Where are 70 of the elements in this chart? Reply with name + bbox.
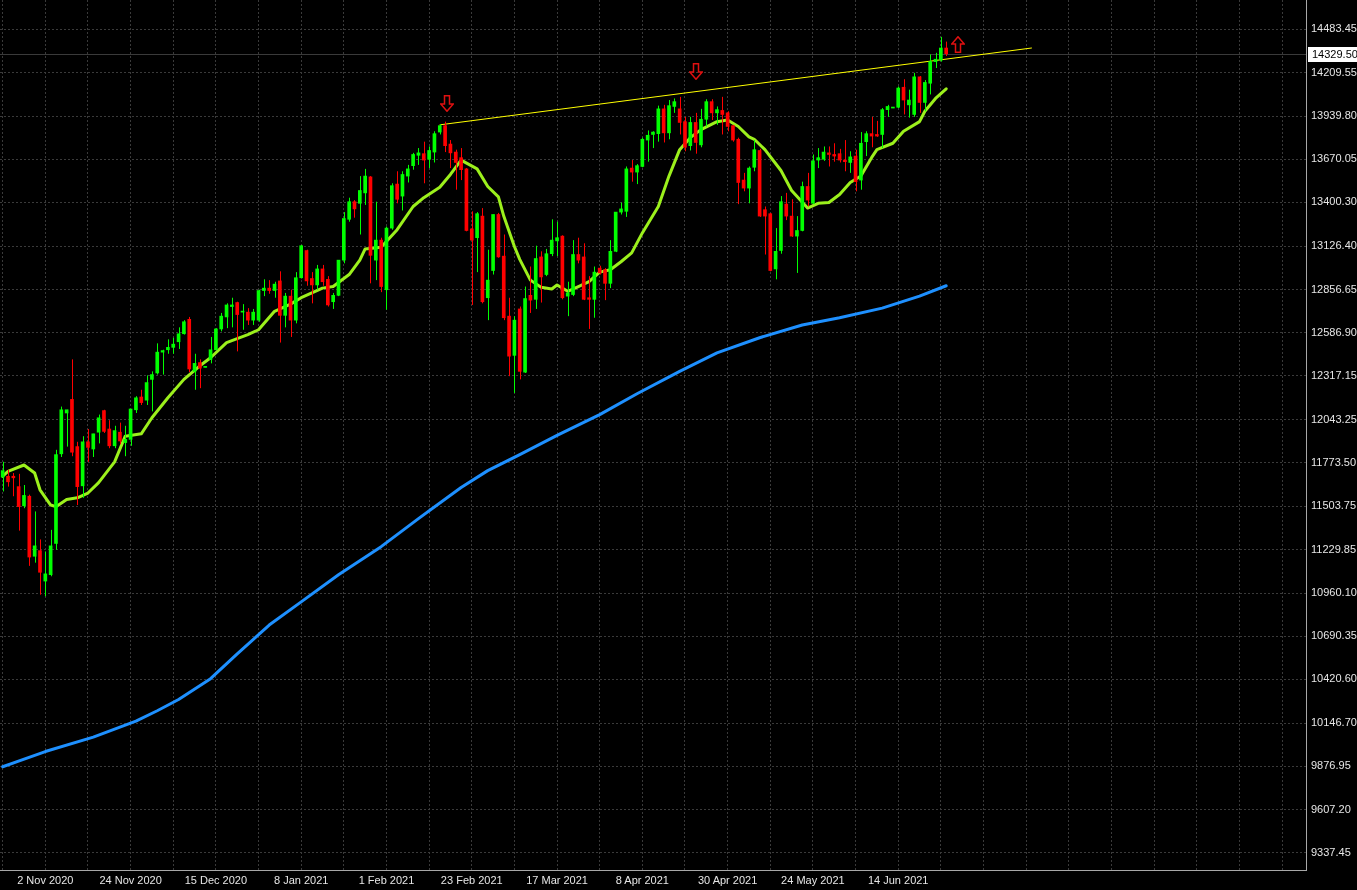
- candlestick: [539, 250, 543, 304]
- candlestick: [235, 301, 240, 352]
- candlestick: [427, 145, 431, 169]
- candlestick: [939, 36, 943, 63]
- x-tick-label: 17 Mar 2021: [526, 873, 588, 886]
- x-tick-label: 1 Feb 2021: [358, 873, 415, 886]
- candlestick: [91, 433, 96, 458]
- x-tick-label: 8 Jan 2021: [273, 873, 329, 886]
- y-tick-label: 9607.20: [1311, 802, 1351, 815]
- candlestick: [38, 538, 42, 596]
- ref-line-label: 14329.50: [1312, 48, 1357, 61]
- candlestick: [443, 121, 447, 153]
- candlestick: [123, 425, 128, 457]
- y-tick-label: 11503.75: [1311, 499, 1357, 512]
- y-tick-label: 9876.95: [1311, 759, 1351, 772]
- y-tick-label: 10146.70: [1311, 716, 1357, 729]
- x-tick-label: 24 May 2021: [781, 873, 845, 886]
- y-tick-label: 14209.55: [1311, 65, 1357, 78]
- candlestick: [86, 428, 90, 463]
- candlestick: [752, 139, 757, 172]
- candlestick: [720, 96, 725, 135]
- candlestick: [784, 192, 789, 221]
- y-tick-label: 13400.30: [1311, 195, 1357, 208]
- candlestick: [485, 249, 490, 321]
- y-tick-label: 10690.35: [1311, 629, 1357, 642]
- x-tick-label: 15 Dec 2020: [184, 873, 248, 886]
- candlestick: [283, 292, 288, 328]
- y-tick-label: 12317.15: [1311, 368, 1357, 381]
- candlestick: [22, 484, 26, 509]
- x-tick-label: 23 Feb 2021: [440, 873, 503, 886]
- y-tick-label: 9337.45: [1311, 845, 1351, 858]
- candlestick: [469, 210, 474, 306]
- candlestick: [421, 141, 426, 184]
- candlestick: [219, 312, 224, 332]
- y-tick-label: 11773.50: [1311, 455, 1357, 468]
- y-tick-label: 11229.85: [1311, 542, 1357, 555]
- candlestick: [848, 150, 853, 174]
- candlestick: [635, 163, 639, 185]
- candlestick: [816, 147, 821, 169]
- candlestick: [715, 105, 719, 126]
- y-tick-label: 12043.25: [1311, 412, 1357, 425]
- y-tick-label: 12856.65: [1311, 282, 1357, 295]
- y-tick-label: 13126.40: [1311, 239, 1357, 252]
- y-tick-label: 13939.80: [1311, 109, 1357, 122]
- candlestick: [843, 139, 847, 172]
- candlestick: [198, 358, 202, 389]
- candlestick: [373, 201, 378, 281]
- x-tick-label: 24 Nov 2020: [99, 873, 162, 886]
- candlestick: [629, 159, 634, 183]
- x-tick-label: 8 Apr 2021: [615, 873, 669, 886]
- x-tick-label: 14 Jun 2021: [867, 873, 929, 886]
- candlestick: [395, 170, 399, 204]
- x-tick-label: 2 Nov 2020: [17, 873, 74, 886]
- candlestick: [864, 130, 869, 157]
- y-tick-label: 10420.60: [1311, 672, 1357, 685]
- candlestick: [118, 422, 122, 445]
- candlestick: [214, 327, 218, 351]
- candlestick: [43, 550, 48, 597]
- x-tick-label: 30 Apr 2021: [697, 873, 758, 886]
- candlestick: [230, 297, 234, 328]
- y-tick-label: 13670.05: [1311, 152, 1357, 165]
- candlestick: [747, 165, 751, 204]
- candlestick: [150, 370, 154, 412]
- y-tick-label: 10960.10: [1311, 586, 1357, 599]
- candlestick: [155, 342, 160, 376]
- candlestick: [688, 116, 693, 151]
- y-tick-label: 14483.45: [1311, 22, 1357, 35]
- y-tick-label: 12586.90: [1311, 325, 1357, 338]
- candlestick: [310, 271, 314, 304]
- candlestick: [315, 264, 319, 291]
